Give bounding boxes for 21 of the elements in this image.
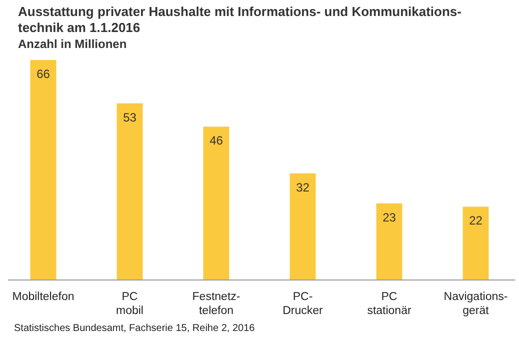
x-tick-label: Festnetz- telefon xyxy=(192,291,240,317)
bar xyxy=(376,203,402,280)
chart-subtitle: Anzahl in Millionen xyxy=(18,37,127,51)
chart-title: Ausstattung privater Haushalte mit Informations- und Kommunikations- technik am 1.1.2016 xyxy=(18,4,462,35)
data-label: 22 xyxy=(469,214,483,228)
bar xyxy=(203,126,230,280)
x-tick-label: Mobiltelefon xyxy=(12,291,74,303)
data-label: 46 xyxy=(210,134,224,148)
bar xyxy=(290,173,316,280)
bar xyxy=(462,206,489,280)
x-tick-label: PC- Drucker xyxy=(282,291,324,317)
x-tick-label: Navigations- gerät xyxy=(444,291,508,317)
data-label: 32 xyxy=(296,180,310,194)
bar xyxy=(30,60,56,280)
data-label: 66 xyxy=(36,67,50,81)
data-label: 53 xyxy=(123,110,137,124)
x-tick-label: PC mobil xyxy=(116,291,144,317)
text: Statistisches Bundesamt, Fachserie 15, Reihe 2, 2016 xyxy=(14,323,256,334)
x-tick-label: PC stationär xyxy=(367,291,412,317)
data-label: 23 xyxy=(382,210,396,224)
bar xyxy=(116,103,143,280)
